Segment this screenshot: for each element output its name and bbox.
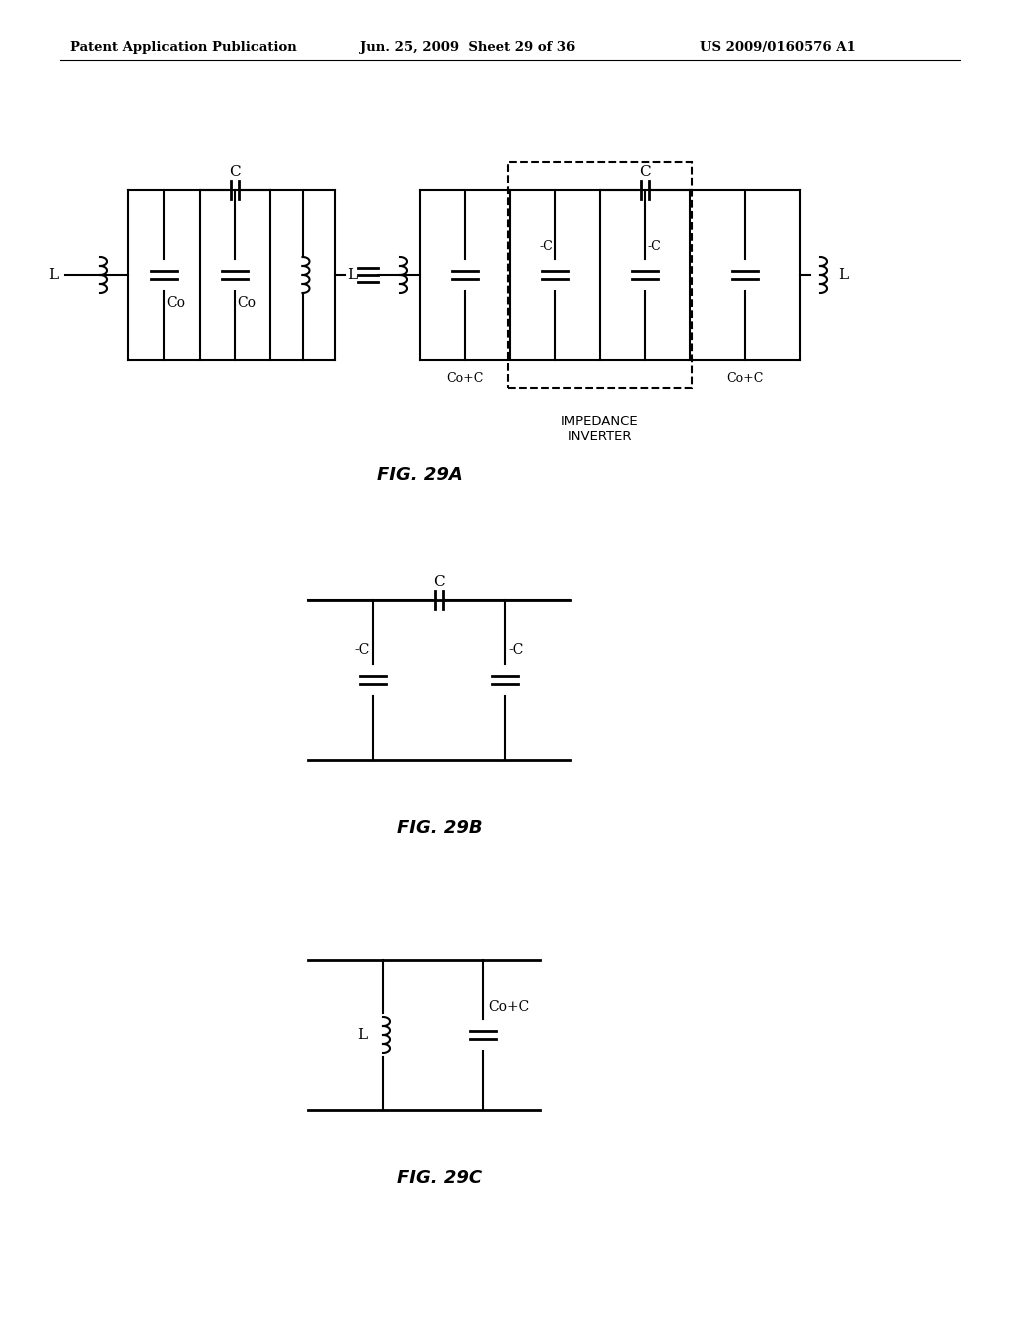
Text: -C: -C xyxy=(508,643,523,657)
Text: FIG. 29C: FIG. 29C xyxy=(397,1170,482,1187)
Text: Jun. 25, 2009  Sheet 29 of 36: Jun. 25, 2009 Sheet 29 of 36 xyxy=(360,41,575,54)
Text: Co+C: Co+C xyxy=(446,371,483,384)
Text: Co+C: Co+C xyxy=(726,371,764,384)
Text: C: C xyxy=(229,165,241,180)
Text: Co: Co xyxy=(237,296,256,310)
Text: Co: Co xyxy=(166,296,185,310)
Text: FIG. 29B: FIG. 29B xyxy=(397,818,482,837)
Text: L: L xyxy=(48,268,58,282)
Text: L: L xyxy=(347,268,357,282)
Text: -C: -C xyxy=(354,643,370,657)
Text: Co+C: Co+C xyxy=(488,1001,529,1014)
Text: C: C xyxy=(639,165,651,180)
Text: FIG. 29A: FIG. 29A xyxy=(377,466,463,484)
Text: L: L xyxy=(838,268,848,282)
Text: C: C xyxy=(433,576,444,589)
Text: -C: -C xyxy=(540,240,553,253)
Text: L: L xyxy=(357,1028,367,1041)
Text: -C: -C xyxy=(647,240,660,253)
Bar xyxy=(508,162,692,388)
Text: US 2009/0160576 A1: US 2009/0160576 A1 xyxy=(700,41,856,54)
Text: IMPEDANCE
INVERTER: IMPEDANCE INVERTER xyxy=(561,414,639,444)
Text: Patent Application Publication: Patent Application Publication xyxy=(70,41,297,54)
